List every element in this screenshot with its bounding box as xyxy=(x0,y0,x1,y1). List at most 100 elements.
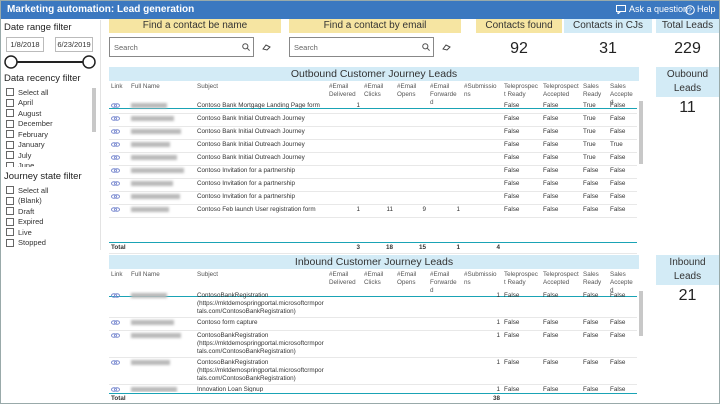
total-row: Total 38 xyxy=(109,393,637,403)
table-cell: 11 xyxy=(362,204,395,218)
table-cell xyxy=(395,191,428,205)
table-cell: True xyxy=(581,152,608,166)
filter-list: Select all April August December February Jan… xyxy=(6,87,92,167)
search-box[interactable]: Search xyxy=(289,37,434,57)
filter-option[interactable]: August xyxy=(6,108,92,119)
table-cell: False xyxy=(541,204,581,218)
table-cell: Contoso Invitation for a partnership xyxy=(195,178,327,192)
link-icon[interactable] xyxy=(111,102,120,109)
option-label: Draft xyxy=(18,206,35,216)
table-cell: False xyxy=(608,291,637,318)
checkbox xyxy=(6,161,14,167)
help[interactable]: Help xyxy=(697,4,716,14)
table-cell xyxy=(428,357,462,385)
table-cell: False xyxy=(608,330,637,358)
table-cell: Contoso Bank Initial Outreach Journey xyxy=(195,152,327,166)
table-cell: True xyxy=(581,101,608,114)
search-icon xyxy=(242,43,250,51)
table-cell: False xyxy=(541,384,581,392)
table-cell xyxy=(362,393,395,403)
table-cell: False xyxy=(541,113,581,127)
link-icon[interactable] xyxy=(111,292,120,299)
filter-option[interactable]: Live xyxy=(6,227,92,238)
svg-text:?: ? xyxy=(688,8,692,15)
date-slider[interactable] xyxy=(3,54,99,70)
table-cell: False xyxy=(608,204,637,218)
filter-option[interactable]: Draft xyxy=(6,206,92,217)
table-cell: ContosoBankRegistration (https://mktdemo… xyxy=(195,291,327,318)
table-cell xyxy=(395,178,428,192)
table-cell xyxy=(428,330,462,358)
table-body: ContosoBankRegistration (https://mktdemo… xyxy=(109,291,639,392)
redacted-name xyxy=(131,333,181,338)
link-icon[interactable] xyxy=(111,154,120,161)
link-icon[interactable] xyxy=(111,193,120,200)
table-cell xyxy=(129,384,195,392)
table-total: Total 38 xyxy=(109,393,637,403)
link-icon[interactable] xyxy=(111,386,120,392)
filter-option[interactable]: (Blank) xyxy=(6,196,92,207)
table-cell xyxy=(428,113,462,127)
table-cell: False xyxy=(502,317,541,331)
table-cell xyxy=(362,291,395,318)
total-row: Total 3 18 15 1 4 xyxy=(109,242,637,254)
ask-question[interactable]: Ask a question xyxy=(629,4,689,14)
table-cell xyxy=(129,242,195,254)
link-icon[interactable] xyxy=(111,332,120,339)
checkbox xyxy=(6,140,14,149)
table-cell xyxy=(327,393,362,403)
link-icon[interactable] xyxy=(111,115,120,122)
kpi-value: 229 xyxy=(674,40,701,57)
filter-option[interactable]: February xyxy=(6,129,92,140)
table-cell xyxy=(428,178,462,192)
option-label: June xyxy=(18,161,35,167)
redacted-name xyxy=(131,194,180,199)
link-icon[interactable] xyxy=(111,167,120,174)
link-icon[interactable] xyxy=(111,206,120,213)
table-cell xyxy=(462,178,502,192)
redacted-name xyxy=(131,129,181,134)
table-row: ContosoBankRegistration (https://mktdemo… xyxy=(109,291,637,318)
search-box[interactable]: Search xyxy=(109,37,254,57)
filter-option[interactable]: Stopped xyxy=(6,238,92,249)
leads-label: Inbound Leads xyxy=(656,255,719,285)
link-icon[interactable] xyxy=(111,359,120,366)
clear-button[interactable] xyxy=(442,44,451,51)
table-cell xyxy=(129,113,195,127)
filter-option[interactable]: April xyxy=(6,98,92,109)
table-cell: ContosoBankRegistration (https://mktdemo… xyxy=(195,357,327,385)
table-cell xyxy=(327,165,362,179)
filter-option[interactable]: Select all xyxy=(6,87,92,98)
option-label: Select all xyxy=(18,185,49,195)
table-cell: False xyxy=(581,204,608,218)
table-cell: True xyxy=(581,113,608,127)
filter-option[interactable]: December xyxy=(6,119,92,130)
table-cell: False xyxy=(541,357,581,385)
filter-option[interactable]: Select all xyxy=(6,185,92,196)
ask-icon xyxy=(616,5,626,14)
link-icon[interactable] xyxy=(111,180,120,187)
table-row: ContosoBankRegistration (https://mktdemo… xyxy=(109,330,637,358)
checkbox xyxy=(6,109,14,118)
date-end[interactable]: 6/23/2019 xyxy=(55,37,93,52)
link-icon[interactable] xyxy=(111,128,120,135)
link-icon[interactable] xyxy=(111,141,120,148)
option-label: January xyxy=(18,140,45,150)
table-cell: False xyxy=(502,126,541,140)
table-cell xyxy=(109,101,129,114)
table-cell xyxy=(129,317,195,331)
tbody: Contoso Bank Mortgage Landing Page form 1… xyxy=(109,101,637,218)
date-start[interactable]: 1/8/2018 xyxy=(6,37,44,52)
table-cell xyxy=(327,139,362,153)
filter-option[interactable]: July xyxy=(6,150,92,161)
filter-option[interactable]: January xyxy=(6,140,92,151)
link-icon[interactable] xyxy=(111,319,120,326)
table-cell xyxy=(608,242,637,254)
filter-option[interactable]: June xyxy=(6,161,92,167)
table-cell: 1 xyxy=(327,101,362,114)
table-cell xyxy=(395,291,428,318)
filter-option[interactable]: Expired xyxy=(6,217,92,228)
clear-button[interactable] xyxy=(262,44,271,51)
table-cell xyxy=(129,139,195,153)
table-row: Contoso Invitation for a partnership Fals… xyxy=(109,165,637,179)
